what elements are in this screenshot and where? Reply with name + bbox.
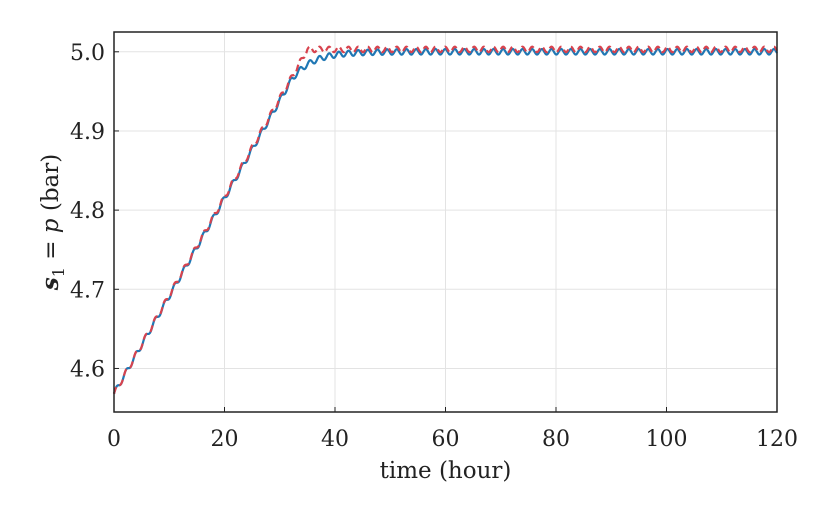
y-axis-title-unit: (bar) xyxy=(38,154,64,219)
y-axis-title-var: p xyxy=(38,218,64,233)
y-axis-title-equals: = xyxy=(38,233,64,267)
x-tick-label: 100 xyxy=(646,427,688,452)
x-tick-label: 80 xyxy=(542,427,570,452)
x-tick-label: 0 xyxy=(107,427,121,452)
x-axis-title: time (hour) xyxy=(380,458,512,484)
series-layer xyxy=(112,45,778,395)
series-line-solid xyxy=(112,47,778,395)
y-axis-title: s1 = p (bar) xyxy=(37,154,68,291)
x-tick-label: 60 xyxy=(432,427,460,452)
series-line-dashed xyxy=(112,45,778,395)
y-axis-title-subscript: 1 xyxy=(49,267,68,277)
y-tick-label: 4.8 xyxy=(70,199,105,224)
y-tick-label: 4.6 xyxy=(70,357,105,382)
x-tick-label: 20 xyxy=(211,427,239,452)
y-axis-title-symbol: s xyxy=(37,277,64,291)
y-tick-label: 4.7 xyxy=(70,278,105,303)
tick-labels: 0 20 40 60 80 100 120 4.6 4.7 4.8 4.9 5.0 xyxy=(70,41,798,452)
x-tick-label: 120 xyxy=(756,427,798,452)
ticks xyxy=(113,51,778,412)
grid xyxy=(113,32,778,412)
y-tick-label: 5.0 xyxy=(70,41,105,66)
x-tick-label: 40 xyxy=(321,427,349,452)
y-tick-label: 4.9 xyxy=(70,120,105,145)
svg-text:s1 = p (bar): s1 = p (bar) xyxy=(37,154,68,291)
